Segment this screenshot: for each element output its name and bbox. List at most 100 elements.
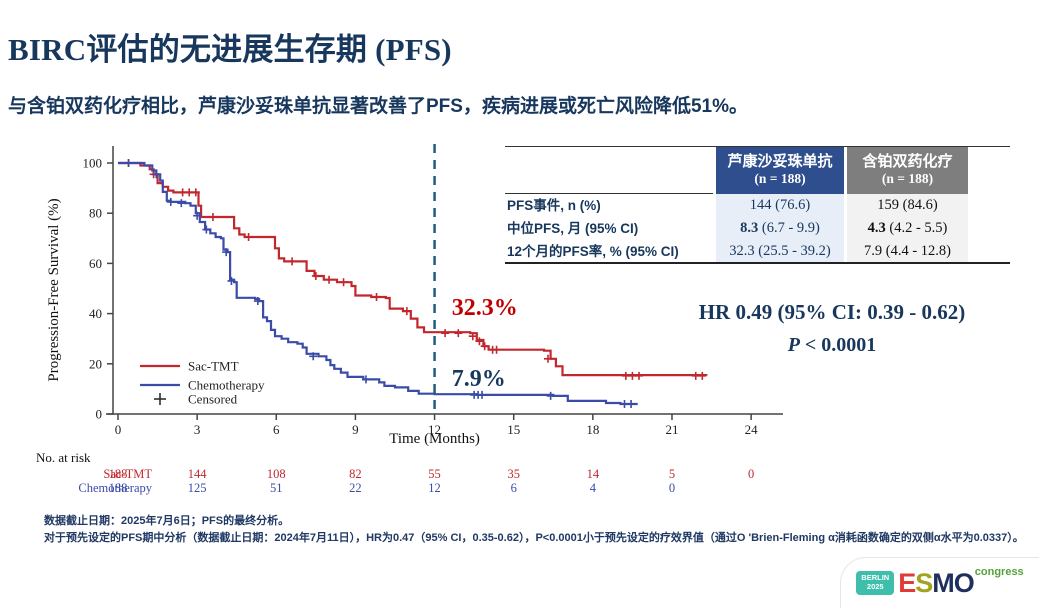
at-risk-value: 51 xyxy=(270,480,283,495)
cell-strong: 4.3 xyxy=(867,220,886,236)
esmo-congress-logo: BERLIN 2025 ESMO congress xyxy=(840,557,1039,608)
cell-value: 7.9 (4.4 - 12.8) xyxy=(864,243,951,259)
censor-mark xyxy=(635,371,644,380)
censor-mark xyxy=(361,375,370,384)
p-value-text: P < 0.0001 xyxy=(648,334,1016,357)
esmo-letter: M xyxy=(932,567,954,598)
hazard-ratio-text: HR 0.49 (95% CI: 0.39 - 0.62) xyxy=(698,300,966,324)
censor-mark xyxy=(475,337,484,346)
y-tick-label: 100 xyxy=(83,156,103,171)
at-risk-value: 188 xyxy=(108,467,128,481)
censor-mark xyxy=(468,332,477,341)
censor-mark xyxy=(191,188,200,197)
censor-mark xyxy=(454,329,463,338)
column-header-name: 芦康沙妥珠单抗 xyxy=(727,152,833,170)
at-risk-value: 55 xyxy=(428,467,441,481)
x-tick-label: 15 xyxy=(507,422,520,437)
y-tick-label: 60 xyxy=(89,256,102,271)
cell-value: (4.2 - 5.5) xyxy=(885,220,948,236)
censor-mark xyxy=(698,371,707,380)
column-header-name: 含铂双药化疗 xyxy=(862,152,953,170)
at-risk-value: 0 xyxy=(668,480,676,495)
at-risk-value: 12 xyxy=(428,480,441,495)
censor-mark xyxy=(627,399,636,408)
cell-value: 159 (84.6) xyxy=(877,197,938,213)
censor-mark xyxy=(202,225,211,234)
column-header-n: (n = 188) xyxy=(881,171,934,187)
censor-mark xyxy=(325,275,334,284)
at-risk-value: 125 xyxy=(187,480,207,495)
censor-mark xyxy=(480,342,489,351)
p-value: < 0.0001 xyxy=(799,334,877,356)
cell-median-chemo: 4.3 (4.2 - 5.5) xyxy=(847,217,968,240)
x-axis-title: Time (Months) xyxy=(389,431,480,447)
landmark-annotation-0: 32.3% xyxy=(452,295,518,321)
at-risk-series-name: Sac-TMT xyxy=(103,467,152,481)
cell-pfs-events-chemo: 159 (84.6) xyxy=(847,194,968,217)
column-header-n: (n = 188) xyxy=(754,171,806,187)
cell-12mo-chemo: 7.9 (4.4 - 12.8) xyxy=(847,240,968,262)
y-axis-title: Progression-Free Survival (%) xyxy=(46,198,62,381)
congress-label: congress xyxy=(974,566,1024,578)
censor-mark xyxy=(441,329,450,338)
esmo-wordmark: ESMO xyxy=(898,567,975,598)
censor-mark xyxy=(309,352,318,361)
cell-strong: 8.3 xyxy=(740,220,759,236)
y-tick-label: 40 xyxy=(89,306,102,321)
at-risk-value: 108 xyxy=(266,467,286,481)
x-tick-label: 6 xyxy=(273,422,280,437)
at-risk-series-name: Chemotherapy xyxy=(78,480,152,495)
x-tick-label: 3 xyxy=(194,422,201,437)
censor-mark xyxy=(478,390,487,399)
table-header-chemo: 含铂双药化疗 (n = 188) xyxy=(847,147,968,194)
x-tick-label: 21 xyxy=(665,422,678,437)
cell-value: 32.3 (25.5 - 39.2) xyxy=(729,243,831,259)
footnote-2: 对于预先设定的PFS期中分析（数据截止日期：2024年7月11日），HR为0.4… xyxy=(44,532,1024,544)
censor-mark xyxy=(288,257,297,266)
table-header-sac-tmt: 芦康沙妥珠单抗 (n = 188) xyxy=(716,147,844,194)
legend-label: Censored xyxy=(188,392,238,407)
at-risk-value: 144 xyxy=(187,467,207,481)
badge-city: BERLIN xyxy=(861,573,890,583)
berlin-2025-badge: BERLIN 2025 xyxy=(856,571,895,595)
censor-mark xyxy=(402,307,411,316)
censor-mark xyxy=(311,271,320,280)
badge-year: 2025 xyxy=(866,582,884,591)
cell-value: (6.7 - 9.9) xyxy=(758,220,820,236)
at-risk-label: No. at risk xyxy=(36,450,91,465)
landmark-annotation-1: 7.9% xyxy=(452,366,506,392)
esmo-letter: O xyxy=(953,567,975,598)
at-risk-value: 82 xyxy=(349,467,362,481)
y-tick-label: 0 xyxy=(96,407,103,422)
x-tick-label: 24 xyxy=(745,422,759,437)
censor-mark xyxy=(222,248,231,257)
censor-mark xyxy=(166,197,175,206)
cell-value: 144 (76.6) xyxy=(749,197,811,213)
censor-mark xyxy=(253,297,262,306)
censor-mark xyxy=(152,170,161,179)
at-risk-value: 0 xyxy=(747,467,755,481)
kaplan-meier-chart: 0 3 6 9 12 15 18 21 24 0 20 40 60 80 100 Progression-Fr… xyxy=(46,144,783,447)
cell-12mo-sac: 32.3 (25.5 - 39.2) xyxy=(716,240,844,262)
censor-mark xyxy=(124,159,133,167)
censor-mark xyxy=(546,391,555,400)
page-title: BIRC评估的无进展生存期 (PFS) xyxy=(8,32,452,67)
at-risk-value: 5 xyxy=(668,467,676,481)
cell-pfs-events-sac: 144 (76.6) xyxy=(716,194,844,217)
cell-median-sac: 8.3 (6.7 - 9.9) xyxy=(716,217,844,240)
row-label-median-pfs: 中位PFS, 月 (95% CI) xyxy=(507,221,639,236)
censor-mark xyxy=(177,199,186,208)
y-tick-label: 80 xyxy=(89,206,102,221)
esmo-letter: E xyxy=(898,567,916,598)
chart-axes: 0 3 6 9 12 15 18 21 24 0 20 40 60 80 100 Progression-Fr… xyxy=(46,146,783,447)
censor-mark xyxy=(227,276,236,285)
x-tick-label: 12 xyxy=(428,422,441,437)
censor-mark xyxy=(339,278,348,287)
x-tick-label: 9 xyxy=(352,422,359,437)
km-curve-chemotherapy xyxy=(118,159,638,408)
results-table: 芦康沙妥珠单抗 (n = 188) 含铂双药化疗 (n = 188) PFS事件… xyxy=(505,146,1010,264)
page-subtitle: 与含铂双药化疗相比，芦康沙妥珠单抗显著改善了PFS，疾病进展或死亡风险降低51%… xyxy=(8,96,748,117)
at-risk-value: 4 xyxy=(589,480,596,495)
